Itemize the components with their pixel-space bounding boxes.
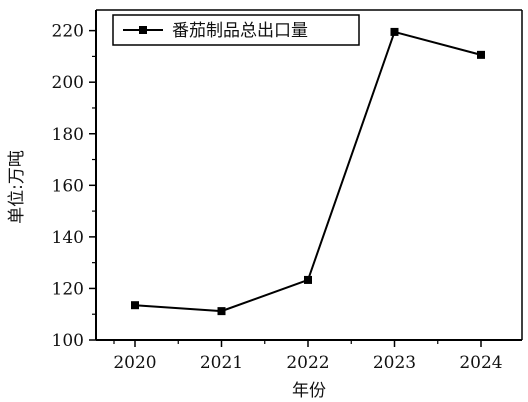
y-tick-label: 120 — [52, 279, 84, 299]
y-tick-label: 140 — [52, 228, 84, 248]
x-tick-label: 2023 — [373, 353, 416, 373]
legend: 番茄制品总出口量 — [112, 14, 360, 46]
plot-frame — [95, 9, 523, 341]
y-ticks: 100 120 140 160 180 200 220 — [52, 22, 96, 351]
y-tick-label: 180 — [52, 125, 84, 145]
x-tick-label: 2020 — [113, 353, 156, 373]
x-axis-title: 年份 — [292, 381, 326, 401]
y-tick-label: 220 — [52, 22, 84, 42]
data-point-marker — [390, 27, 399, 36]
series-line — [134, 30, 482, 313]
data-point-marker — [217, 307, 226, 316]
y-tick-label: 200 — [52, 73, 84, 93]
x-tick-label: 2024 — [459, 353, 502, 373]
x-tick-label: 2022 — [286, 353, 329, 373]
y-axis-title: 单位:万吨 — [7, 150, 27, 224]
y-tick-label: 100 — [52, 331, 84, 351]
data-point-marker — [477, 50, 485, 59]
x-ticks: 2020 2021 2022 2023 2024 — [113, 340, 503, 373]
data-point-marker — [131, 301, 139, 310]
legend-label: 番茄制品总出口量 — [172, 21, 308, 41]
y-tick-label: 160 — [52, 176, 84, 196]
legend-marker-swatch — [139, 26, 147, 34]
x-tick-label: 2021 — [200, 353, 243, 373]
data-point-marker — [304, 275, 312, 284]
series-layer — [131, 27, 485, 316]
